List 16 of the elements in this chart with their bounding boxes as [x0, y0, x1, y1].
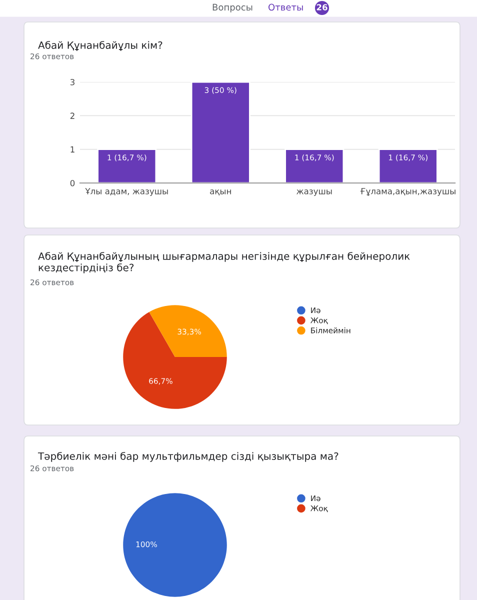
- pie-slice: [149, 305, 227, 357]
- y-tick-label: 2: [70, 112, 74, 119]
- x-tick-label: Ғұлама,ақын,жазушы: [360, 188, 456, 196]
- x-tick-label: жазушы: [296, 190, 332, 196]
- text: Ответы: [268, 4, 303, 11]
- chart-title: Тәрбиелік мәні бар мультфильмдер сізді қызықтыра ма?: [38, 452, 338, 462]
- pie-slice: [123, 312, 227, 409]
- x-tick-label: ақын: [210, 190, 231, 196]
- x-tick-label: Ұлы адам, жазушы: [85, 188, 168, 196]
- chart-title: Абай Құнанбайұлы кім?: [38, 41, 162, 51]
- y-tick-label: 0: [70, 180, 75, 186]
- y-tick-label: 1: [70, 146, 74, 152]
- y-tick-label: 3: [70, 78, 74, 86]
- text: 26: [316, 4, 328, 10]
- chart-title: Абай Құнанбайұлының шығармалары негізінде құрылған бейнеролик кездестірдіңіз бе?: [38, 252, 410, 274]
- text: Вопросы: [212, 4, 252, 12]
